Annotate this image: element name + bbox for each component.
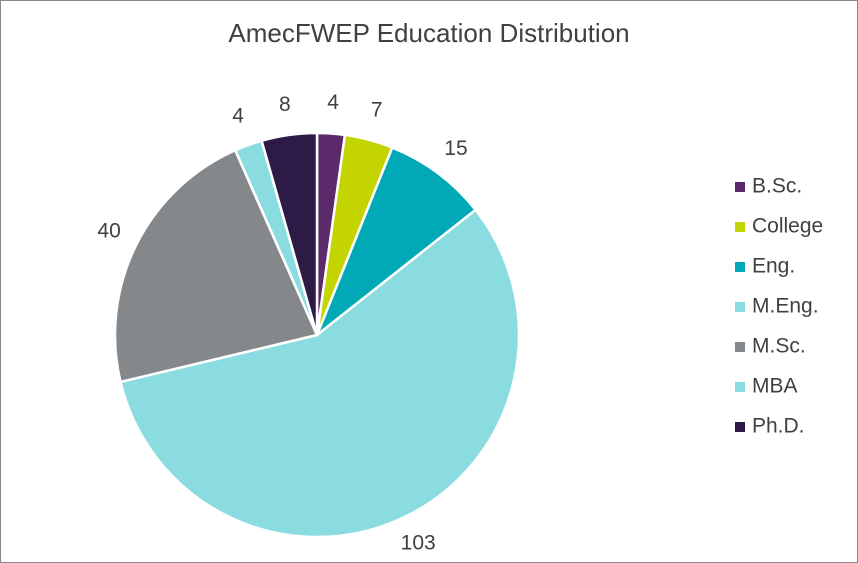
legend-label: B.Sc. xyxy=(752,175,802,198)
legend-label: M.Eng. xyxy=(752,295,819,318)
data-label: 4 xyxy=(232,104,244,127)
legend-swatch xyxy=(735,422,745,432)
legend-swatch xyxy=(735,382,745,392)
legend-swatch xyxy=(735,182,745,192)
pie-slice xyxy=(314,145,478,339)
chart-title: AmecFWEP Education Distribution xyxy=(228,18,629,48)
pie-slice xyxy=(113,148,319,384)
data-label: 103 xyxy=(401,531,436,554)
data-label: 7 xyxy=(371,98,383,121)
legend-label: MBA xyxy=(752,375,798,398)
pie-slice xyxy=(260,131,319,336)
legend-swatch xyxy=(735,222,745,232)
legend-label: College xyxy=(752,215,823,238)
legend-label: M.Sc. xyxy=(752,335,806,358)
data-label: 8 xyxy=(279,93,291,116)
pie-slice xyxy=(119,208,521,539)
data-label: 15 xyxy=(444,137,467,160)
legend-label: Ph.D. xyxy=(752,415,805,438)
data-label: 4 xyxy=(327,91,339,114)
legend-swatch xyxy=(735,302,745,312)
legend-swatch xyxy=(735,342,745,352)
data-label: 40 xyxy=(97,220,120,243)
legend-swatch xyxy=(735,262,745,272)
legend-label: Eng. xyxy=(752,255,795,278)
